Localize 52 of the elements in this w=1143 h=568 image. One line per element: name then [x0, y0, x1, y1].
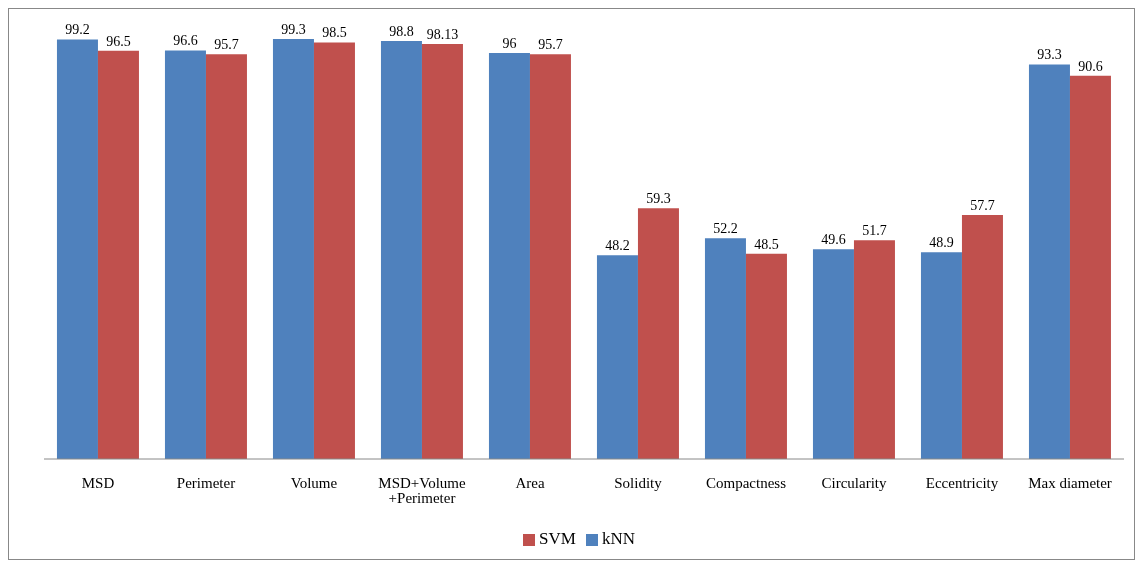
bar [421, 43, 463, 459]
bar [205, 54, 247, 459]
bar [961, 214, 1003, 459]
x-tick-label: Eccentricity [925, 474, 999, 491]
bar [745, 253, 787, 459]
data-label: 57.7 [970, 197, 995, 213]
data-label: 49.6 [821, 232, 846, 248]
bar [704, 238, 746, 459]
data-label: 95.7 [214, 37, 239, 53]
legend-label: kNN [601, 529, 635, 548]
x-tick-label: Max diameter [1028, 474, 1112, 491]
data-label: 48.5 [754, 236, 779, 252]
data-label: 98.8 [389, 24, 414, 40]
data-label: 99.3 [281, 22, 306, 37]
x-tick-label: Circularity [821, 474, 887, 491]
bar [380, 41, 422, 459]
x-tick-label: MSD+Volume +Perimeter [378, 474, 467, 506]
data-label: 99.2 [65, 22, 90, 38]
x-tick-label: Area [515, 474, 545, 491]
data-label: 98.5 [322, 25, 347, 41]
data-label: 96.5 [106, 33, 131, 49]
data-label: 98.13 [426, 26, 459, 42]
x-tick-label: Compactness [706, 474, 787, 491]
bar [637, 208, 679, 459]
data-label: 48.9 [929, 235, 954, 251]
bar [313, 42, 355, 459]
legend-label: SVM [539, 529, 576, 548]
data-label: 96.6 [173, 33, 198, 49]
bar [488, 52, 530, 459]
bar [853, 240, 895, 459]
bar [812, 249, 854, 459]
bar [596, 255, 638, 459]
bar [920, 252, 962, 459]
bar [164, 50, 206, 459]
x-tick-label: MSD [81, 474, 115, 491]
data-label: 95.7 [538, 37, 563, 53]
bar [56, 39, 98, 459]
data-label: 96 [502, 35, 517, 51]
data-label: 90.6 [1078, 58, 1103, 74]
bar [272, 39, 314, 459]
bar [1028, 64, 1070, 459]
bar [1069, 75, 1111, 459]
x-tick-label: Solidity [614, 474, 663, 491]
data-label: 52.2 [713, 221, 738, 237]
bar [529, 54, 571, 459]
x-tick-label: Volume [290, 474, 338, 491]
data-label: 93.3 [1037, 47, 1062, 63]
x-tick-label: Perimeter [176, 474, 236, 491]
data-label: 48.2 [605, 238, 630, 254]
data-label: 51.7 [862, 223, 887, 239]
bar [97, 50, 139, 459]
data-label: 59.3 [646, 191, 671, 207]
